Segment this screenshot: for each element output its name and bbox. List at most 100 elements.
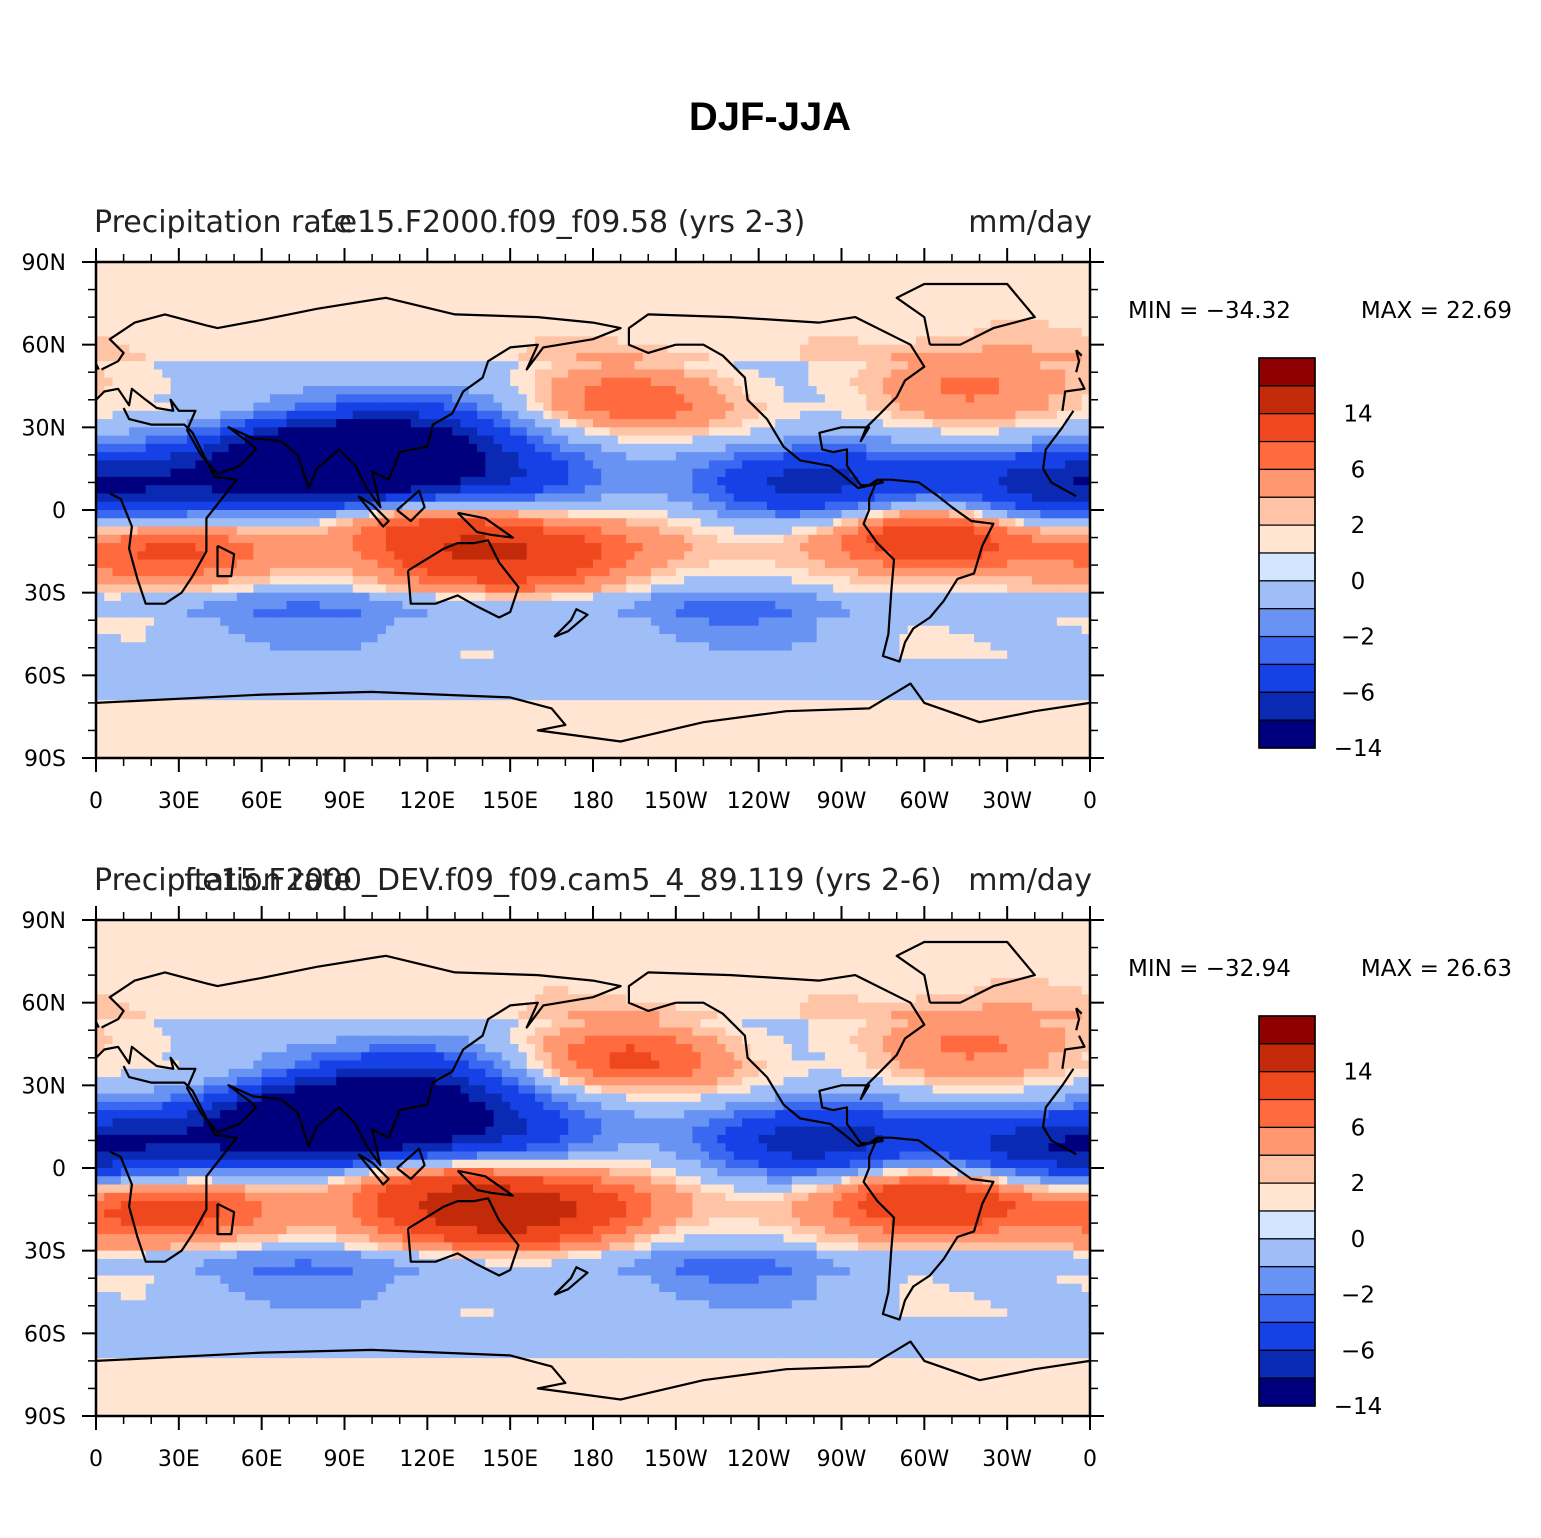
y-tick-label: 60S	[24, 664, 66, 689]
coastline	[1075, 1007, 1081, 1031]
coastlines	[96, 282, 1090, 743]
coastline	[895, 282, 1036, 346]
colorbar-swatch	[1258, 1043, 1316, 1073]
x-tick-label: 90W	[817, 789, 867, 814]
coastline	[406, 1197, 520, 1277]
colorbar-swatch	[1258, 1182, 1316, 1212]
map-field	[96, 262, 1090, 758]
coastline	[456, 1169, 514, 1197]
colorbar-swatch	[1258, 691, 1316, 721]
y-tick-label: 30S	[24, 582, 66, 607]
colorbar-swatch	[1258, 1293, 1316, 1324]
colorbar-label: −6	[1341, 680, 1375, 706]
coastline	[96, 954, 622, 1167]
colorbar-swatch	[1258, 1210, 1316, 1240]
coastline	[1061, 1035, 1086, 1069]
x-tick-label: 120E	[399, 789, 455, 814]
x-tick-label: 150W	[644, 1447, 708, 1472]
colorbar-swatch	[1258, 608, 1316, 638]
y-tick-label: 60N	[22, 992, 66, 1017]
y-tick-label: 90N	[22, 251, 66, 276]
colorbar-swatch	[1258, 1015, 1316, 1045]
x-tick-label: 30E	[158, 1447, 200, 1472]
colorbar-swatch	[1258, 1321, 1316, 1351]
colorbar-swatch	[1258, 1377, 1316, 1407]
coastline	[1075, 349, 1081, 373]
panel-bottom: Precipitation ratef.e15.F2000_DEV.f09_f0…	[22, 863, 1512, 1472]
coastline	[96, 1340, 1090, 1401]
min-value: MIN = −32.94	[1128, 956, 1291, 982]
panel-top: Precipitation ratef.e15.F2000.f09_f09.58…	[22, 205, 1512, 814]
x-tick-label: 0	[1083, 1447, 1097, 1472]
y-tick-label: 60S	[24, 1322, 66, 1347]
y-tick-label: 90S	[24, 1405, 66, 1430]
colorbar-swatch	[1258, 580, 1316, 610]
colorbar-swatch	[1258, 524, 1316, 554]
y-tick-label: 30N	[22, 416, 66, 441]
x-tick-label: 90W	[817, 1447, 867, 1472]
coastline	[1061, 377, 1086, 411]
coastline	[406, 539, 520, 619]
colorbar-swatch	[1258, 440, 1316, 471]
y-tick-label: 90S	[24, 747, 66, 772]
case-label: f.e15.F2000.f09_f09.58 (yrs 2-3)	[321, 205, 806, 240]
coastline	[862, 1136, 995, 1321]
colorbar-label: −2	[1341, 625, 1375, 651]
x-tick-label: 120W	[727, 789, 791, 814]
x-tick-label: 60E	[241, 1447, 283, 1472]
colorbar-swatch	[1258, 1238, 1316, 1268]
x-tick-label: 150E	[482, 1447, 538, 1472]
y-tick-label: 0	[52, 1157, 66, 1182]
colorbar-swatch	[1258, 1098, 1316, 1129]
coastline	[627, 313, 926, 490]
variable-label: Precipitation rate	[94, 205, 352, 240]
coastline	[216, 544, 236, 578]
units-label: mm/day	[968, 205, 1092, 240]
colorbar-label: 2	[1351, 513, 1366, 539]
x-tick-label: 60W	[899, 1447, 949, 1472]
coastline	[216, 1202, 236, 1236]
colorbar-label: 0	[1351, 569, 1366, 595]
coastline	[553, 1266, 589, 1296]
x-tick-label: 90E	[324, 1447, 366, 1472]
x-tick-label: 120E	[399, 1447, 455, 1472]
x-tick-label: 30W	[982, 1447, 1032, 1472]
y-tick-label: 90N	[22, 909, 66, 934]
y-tick-label: 30N	[22, 1074, 66, 1099]
x-tick-label: 90E	[324, 789, 366, 814]
colorbar-frame	[1258, 1015, 1316, 1407]
colorbar-label: −2	[1341, 1283, 1375, 1309]
colorbar-swatch	[1258, 1154, 1316, 1184]
coastline	[1042, 1068, 1077, 1156]
colorbar-label: 0	[1351, 1227, 1366, 1253]
colorbar-label: −14	[1334, 736, 1383, 762]
x-tick-label: 0	[89, 789, 103, 814]
colorbar-frame	[1258, 357, 1316, 749]
colorbar-swatch	[1258, 1349, 1316, 1379]
x-tick-label: 30W	[982, 789, 1032, 814]
coastline	[456, 511, 514, 539]
coastline	[396, 489, 426, 523]
min-value: MIN = −34.32	[1128, 298, 1291, 324]
x-tick-label: 180	[572, 789, 614, 814]
colorbar-swatch	[1258, 635, 1316, 666]
case-label: f.e15.F2000_DEV.f09_f09.cam5_4_89.119 (y…	[184, 863, 941, 898]
coastline	[109, 407, 238, 605]
coastline	[396, 1147, 426, 1181]
coastline	[96, 296, 622, 509]
colorbar-swatch	[1258, 468, 1316, 498]
coastline	[1042, 410, 1077, 498]
y-tick-label: 30S	[24, 1240, 66, 1265]
x-tick-label: 150E	[482, 789, 538, 814]
x-tick-label: 0	[1083, 789, 1097, 814]
colorbar-swatch	[1258, 1126, 1316, 1156]
x-tick-label: 150W	[644, 789, 708, 814]
y-tick-label: 0	[52, 499, 66, 524]
coastlines	[96, 940, 1090, 1401]
units-label: mm/day	[968, 863, 1092, 898]
x-tick-label: 120W	[727, 1447, 791, 1472]
coastline	[895, 940, 1036, 1004]
colorbar-label: 2	[1351, 1171, 1366, 1197]
coastline	[862, 478, 995, 663]
colorbar-swatch	[1258, 385, 1316, 415]
